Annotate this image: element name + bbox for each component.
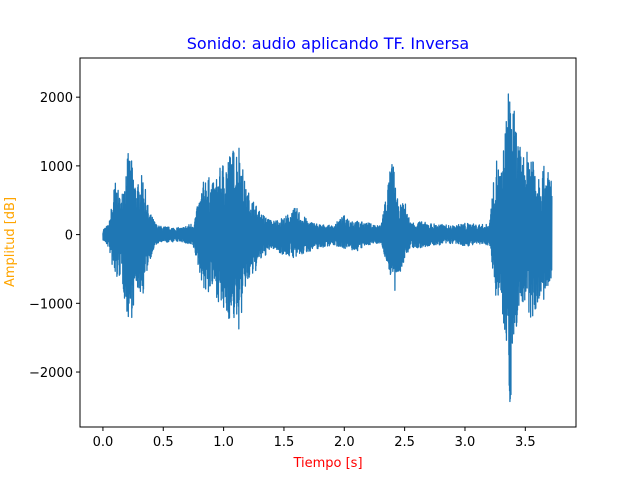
y-tick-label: 2000 xyxy=(40,91,73,106)
x-tick-label: 1.0 xyxy=(213,435,234,450)
y-tick-label: −1000 xyxy=(29,297,73,312)
chart-title: Sonido: audio aplicando TF. Inversa xyxy=(187,34,469,53)
y-axis-label: Amplitud [dB] xyxy=(3,197,18,287)
y-tick-label: −2000 xyxy=(29,366,73,381)
y-axis: −2000 −1000 0 1000 2000 xyxy=(29,91,80,381)
x-tick-label: 2.5 xyxy=(394,435,415,450)
x-tick-label: 0.5 xyxy=(153,435,174,450)
x-axis: 0.0 0.5 1.0 1.5 2.0 2.5 3.0 3.5 xyxy=(93,427,536,450)
plot-area xyxy=(79,57,577,428)
x-tick-label: 3.5 xyxy=(515,435,536,450)
x-axis-label: Tiempo [s] xyxy=(292,456,362,471)
y-tick-label: 1000 xyxy=(40,160,73,175)
signal-layer xyxy=(102,93,553,403)
x-tick-label: 2.0 xyxy=(334,435,355,450)
x-tick-label: 3.0 xyxy=(455,435,476,450)
series-line xyxy=(102,93,553,403)
y-tick-label: 0 xyxy=(65,229,73,244)
x-tick-label: 0.0 xyxy=(93,435,114,450)
x-tick-label: 1.5 xyxy=(274,435,295,450)
axes-frame xyxy=(79,57,577,428)
